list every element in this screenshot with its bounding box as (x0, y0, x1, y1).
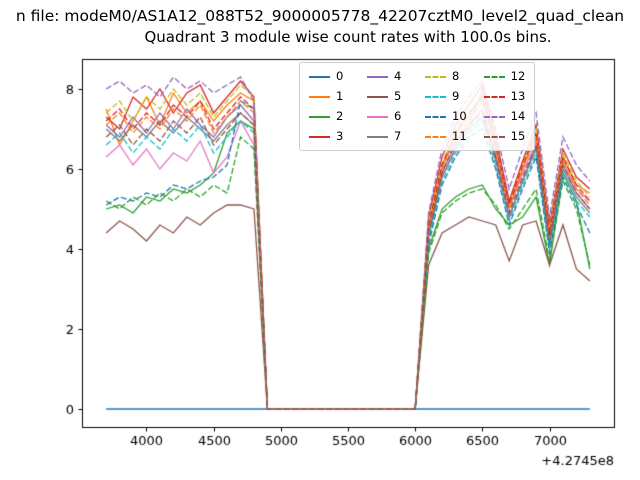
legend-label: 13 (510, 89, 526, 103)
legend-line-sample (367, 75, 388, 78)
legend-line-sample (483, 135, 505, 138)
legend-line-sample (425, 115, 446, 118)
legend-label: 5 (394, 89, 402, 103)
legend-label: 1 (336, 89, 344, 103)
legend-line-sample (425, 135, 446, 138)
legend-label: 4 (394, 69, 402, 83)
legend-line-sample (483, 75, 505, 78)
legend-label: 6 (394, 109, 402, 123)
legend-item-11: 11 (425, 128, 467, 145)
legend-line-sample (425, 95, 446, 98)
legend-item-2: 2 (309, 108, 350, 125)
legend-item-12: 12 (483, 68, 526, 85)
legend-label: 14 (510, 109, 526, 123)
legend-label: 8 (452, 69, 460, 83)
legend-label: 12 (510, 69, 526, 83)
legend-label: 15 (510, 129, 526, 143)
legend-item-13: 13 (483, 88, 526, 105)
legend-line-sample (309, 75, 330, 78)
legend-line-sample (425, 75, 446, 78)
legend-item-3: 3 (309, 128, 350, 145)
legend: 0 1 2 3 4 5 6 7 8 9 10 11 12 13 14 15 (299, 62, 536, 151)
legend-item-0: 0 (309, 68, 350, 85)
axes-title: Quadrant 3 module wise count rates with … (144, 28, 552, 46)
legend-item-5: 5 (367, 88, 408, 105)
legend-line-sample (309, 135, 330, 138)
legend-item-10: 10 (425, 108, 467, 125)
legend-line-sample (309, 115, 330, 118)
legend-label: 10 (452, 109, 467, 123)
legend-line-sample (367, 95, 388, 98)
legend-line-sample (367, 135, 388, 138)
legend-item-1: 1 (309, 88, 350, 105)
legend-item-15: 15 (483, 128, 526, 145)
legend-label: 11 (452, 129, 467, 143)
legend-line-sample (483, 95, 505, 98)
legend-label: 2 (336, 109, 344, 123)
legend-label: 7 (394, 129, 402, 143)
legend-item-8: 8 (425, 68, 467, 85)
legend-item-14: 14 (483, 108, 526, 125)
legend-line-sample (367, 115, 388, 118)
legend-label: 0 (336, 69, 344, 83)
legend-line-sample (309, 95, 330, 98)
legend-item-9: 9 (425, 88, 467, 105)
legend-label: 9 (452, 89, 460, 103)
legend-line-sample (483, 115, 505, 118)
figure-title: n file: modeM0/AS1A12_088T52_9000005778_… (15, 7, 625, 25)
legend-item-6: 6 (367, 108, 408, 125)
legend-item-4: 4 (367, 68, 408, 85)
legend-item-7: 7 (367, 128, 408, 145)
legend-label: 3 (336, 129, 344, 143)
